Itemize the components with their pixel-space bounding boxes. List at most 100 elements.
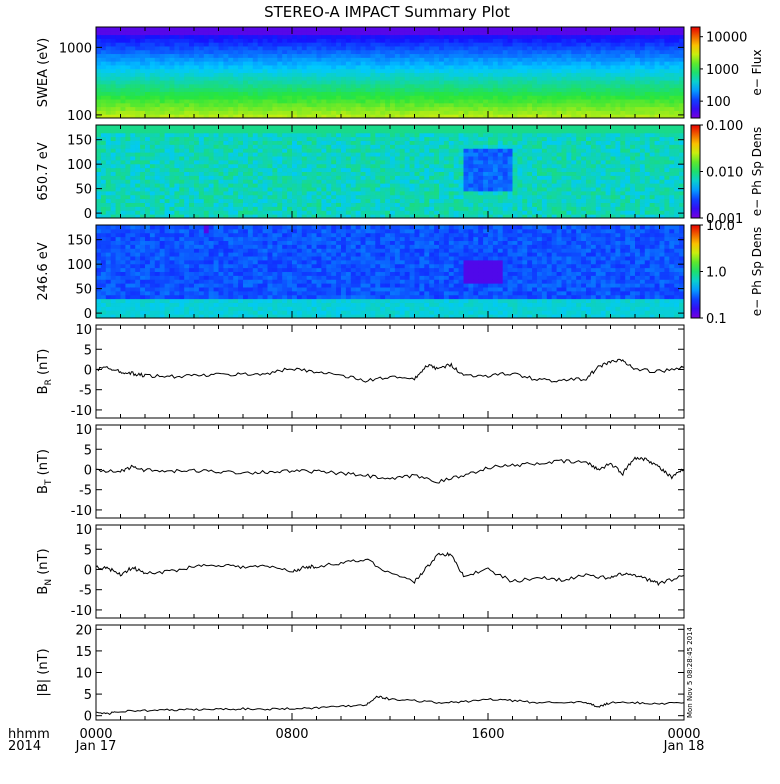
heatmap-cell — [155, 103, 160, 107]
heatmap-cell — [130, 35, 135, 39]
heatmap-cell — [615, 42, 620, 46]
heatmap-cell — [508, 88, 513, 92]
heatmap-cell — [268, 73, 273, 77]
heatmap-cell — [640, 84, 645, 88]
heatmap-cell — [233, 54, 238, 58]
heatmap-cell — [272, 42, 277, 46]
heatmap-cell — [101, 84, 106, 88]
heatmap-cell — [645, 38, 650, 42]
heatmap-cell — [415, 199, 420, 203]
heatmap-cell — [248, 91, 253, 95]
heatmap-cell — [307, 129, 312, 133]
heatmap-cell — [562, 46, 567, 50]
heatmap-cell — [194, 191, 199, 195]
heatmap-cell — [223, 110, 228, 114]
heatmap-cell — [410, 54, 415, 58]
heatmap-cell — [336, 156, 341, 160]
heatmap-cell — [331, 137, 336, 141]
heatmap-cell — [576, 65, 581, 69]
heatmap-cell — [174, 187, 179, 191]
heatmap-cell — [483, 35, 488, 39]
heatmap-cell — [366, 129, 371, 133]
heatmap-cell — [508, 42, 513, 46]
heatmap-cell — [184, 172, 189, 176]
heatmap-cell — [400, 187, 405, 191]
heatmap-cell — [277, 206, 282, 210]
heatmap-cell — [287, 133, 292, 137]
heatmap-cell — [390, 187, 395, 191]
heatmap-cell — [454, 172, 459, 176]
heatmap-cell — [503, 107, 508, 111]
heatmap-cell — [415, 160, 420, 164]
heatmap-cell — [233, 88, 238, 92]
heatmap-cell — [405, 38, 410, 42]
heatmap-cell — [591, 27, 596, 31]
heatmap-cell — [145, 31, 150, 35]
heatmap-cell — [312, 141, 317, 145]
heatmap-cell — [380, 42, 385, 46]
heatmap-cell — [366, 84, 371, 88]
heatmap-cell — [174, 80, 179, 84]
heatmap-cell — [184, 54, 189, 58]
heatmap-cell — [434, 103, 439, 107]
heatmap-cell — [263, 129, 268, 133]
heatmap-cell — [415, 103, 420, 107]
heatmap-cell — [478, 38, 483, 42]
heatmap-cell — [410, 80, 415, 84]
heatmap-cell — [366, 95, 371, 99]
heatmap-cell — [219, 179, 224, 183]
heatmap-cell — [375, 91, 380, 95]
heatmap-cell — [238, 137, 243, 141]
heatmap-cell — [439, 103, 444, 107]
heatmap-cell — [165, 179, 170, 183]
heatmap-cell — [351, 57, 356, 61]
heatmap-cell — [219, 168, 224, 172]
heatmap-cell — [552, 95, 557, 99]
heatmap-cell — [434, 160, 439, 164]
heatmap-cell — [606, 107, 611, 111]
heatmap-cell — [125, 129, 130, 133]
heatmap-cell — [282, 69, 287, 73]
heatmap-cell — [336, 50, 341, 54]
heatmap-cell — [116, 95, 121, 99]
heatmap-cell — [498, 210, 503, 214]
colorbar-tick-label: 10000 — [706, 31, 747, 46]
heatmap-cell — [228, 199, 233, 203]
heatmap-cell — [542, 46, 547, 50]
heatmap-cell — [586, 84, 591, 88]
heatmap-cell — [174, 38, 179, 42]
heatmap-cell — [170, 156, 175, 160]
heatmap-cell — [189, 160, 194, 164]
heatmap-cell — [160, 203, 165, 207]
heatmap-cell — [468, 80, 473, 84]
heatmap-cell — [464, 65, 469, 69]
heatmap-cell — [223, 54, 228, 58]
heatmap-cell — [209, 133, 214, 137]
heatmap-cell — [189, 175, 194, 179]
heatmap-cell — [282, 107, 287, 111]
heatmap-cell — [238, 206, 243, 210]
heatmap-cell — [645, 42, 650, 46]
heatmap-cell — [640, 65, 645, 69]
heatmap-cell — [223, 38, 228, 42]
heatmap-cell — [669, 69, 674, 73]
heatmap-cell — [439, 91, 444, 95]
heatmap-cell — [268, 80, 273, 84]
heatmap-cell — [361, 168, 366, 172]
heatmap-cell — [375, 95, 380, 99]
heatmap-cell — [630, 103, 635, 107]
heatmap-cell — [508, 61, 513, 65]
heatmap-cell — [459, 91, 464, 95]
heatmap-cell — [527, 42, 532, 46]
heatmap-cell — [473, 156, 478, 160]
heatmap-cell — [620, 91, 625, 95]
heatmap-cell — [160, 27, 165, 31]
heatmap-cell — [566, 42, 571, 46]
heatmap-cell — [297, 99, 302, 103]
heatmap-cell — [179, 137, 184, 141]
heatmap-cell — [488, 199, 493, 203]
heatmap-cell — [116, 164, 121, 168]
heatmap-cell — [135, 210, 140, 214]
heatmap-cell — [503, 73, 508, 77]
heatmap-cell — [615, 38, 620, 42]
